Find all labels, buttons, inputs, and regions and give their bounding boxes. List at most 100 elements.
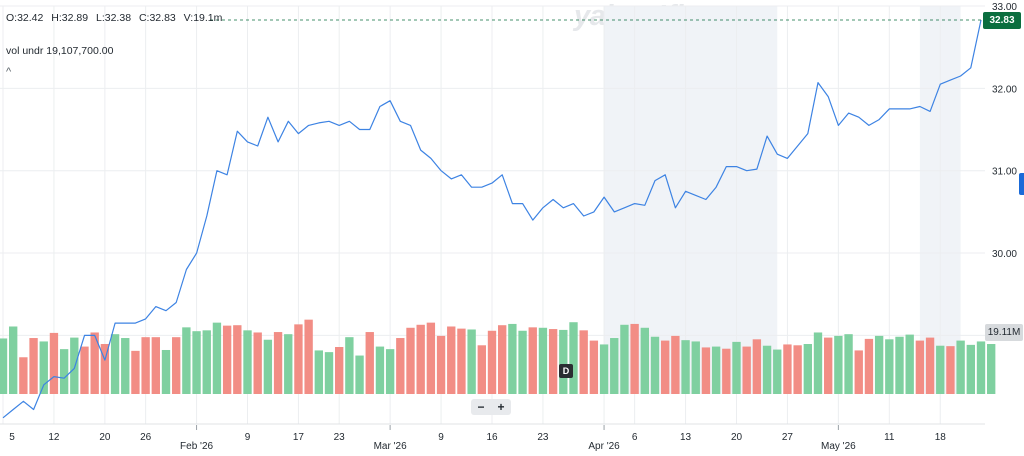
volume-bar (131, 350, 140, 394)
y-tick-label: 32.00 (992, 84, 1017, 95)
volume-bar (874, 335, 884, 394)
volume-bar (121, 338, 130, 394)
x-tick-label: Feb '26 (180, 441, 213, 452)
volume-bar (284, 334, 293, 394)
volume-bar (222, 325, 232, 394)
volume-bar (915, 340, 925, 394)
volume-bar (487, 330, 497, 394)
volume-bar (834, 335, 843, 394)
dividend-marker[interactable]: D (559, 364, 573, 378)
volume-bar (161, 349, 171, 394)
volume-bar (793, 345, 802, 394)
volume-bar (365, 332, 374, 394)
x-tick-label: 18 (935, 432, 947, 443)
volume-bar (864, 338, 874, 394)
last-volume-tag: 19.11M (985, 324, 1023, 341)
volume-bar (498, 325, 507, 394)
volume-bar (80, 346, 89, 394)
volume-value: V:19.1m (183, 12, 223, 24)
volume-bar (946, 346, 955, 394)
x-tick-label: 17 (293, 432, 305, 443)
volume-bar (569, 322, 578, 394)
volume-bar (243, 330, 252, 394)
volume-bar (182, 327, 191, 394)
volume-bar (467, 329, 476, 394)
price-line (2, 19, 982, 419)
x-tick-label: 27 (782, 432, 794, 443)
volume-bar (548, 329, 558, 394)
volume-bar (661, 340, 670, 394)
volume-bar (355, 355, 364, 394)
volume-bar (345, 337, 354, 394)
volume-bar (375, 346, 385, 394)
close-value: C:32.83 (138, 12, 176, 24)
volume-bar (671, 335, 680, 394)
volume-bar (640, 327, 649, 394)
volume-legend: vol undr 19,107,700.00 (6, 45, 114, 57)
volume-bar (630, 323, 639, 394)
volume-bar (773, 349, 782, 394)
volume-bar (742, 346, 751, 394)
volume-bar (172, 337, 181, 394)
volume-bar (263, 339, 273, 394)
volume-bar (610, 338, 619, 394)
volume-bar (385, 349, 395, 394)
volume-bar (477, 345, 486, 394)
volume-bar (253, 332, 262, 394)
x-tick-label: 6 (632, 432, 638, 443)
volume-bar (538, 327, 548, 394)
x-tick-label: 16 (486, 432, 498, 443)
x-tick-label: 9 (438, 432, 444, 443)
zoom-control: − + (471, 399, 511, 415)
volume-bar (681, 340, 690, 394)
volume-bar (844, 334, 853, 394)
volume-bar (19, 357, 28, 394)
volume-bar (824, 337, 833, 394)
low-value: L:32.38 (96, 12, 132, 24)
volume-bar (324, 352, 334, 394)
volume-bar (396, 338, 405, 394)
x-tick-label: Mar '26 (374, 441, 407, 452)
volume-bar (976, 341, 986, 394)
x-tick-label: 11 (884, 432, 895, 443)
volume-bar (9, 326, 18, 394)
volume-bar (39, 341, 48, 394)
volume-bar (304, 319, 313, 394)
volume-bar (783, 344, 792, 394)
volume-bar (752, 339, 762, 394)
volume-bar (518, 330, 527, 394)
volume-bar (426, 322, 436, 394)
zoom-out-button[interactable]: − (477, 400, 485, 414)
volume-bar (762, 345, 772, 394)
open-value: O:32.42 (6, 12, 44, 24)
volume-bar (141, 337, 150, 394)
collapse-caret-icon[interactable]: ^ (6, 66, 12, 78)
volume-bar (90, 332, 99, 394)
axis-drag-handle[interactable] (1019, 173, 1024, 195)
y-tick-label: 33.00 (992, 2, 1017, 13)
zoom-in-button[interactable]: + (497, 400, 505, 414)
volume-bar (936, 345, 945, 394)
volume-bar (49, 332, 59, 394)
volume-bar (447, 326, 456, 394)
volume-bar (691, 341, 700, 394)
x-tick-label: 23 (537, 432, 549, 443)
volume-bar (956, 340, 965, 394)
volume-bar (528, 327, 537, 394)
volume-bar (212, 322, 222, 394)
volume-bar (650, 336, 660, 394)
volume-bar (70, 337, 79, 394)
ohlc-readout: O:32.42 H:32.89 L:32.38 C:32.83 V:19.1m (6, 12, 227, 24)
x-tick-label: May '26 (821, 441, 856, 452)
volume-bar (273, 332, 283, 394)
volume-bar (579, 330, 588, 394)
volume-bar (508, 323, 517, 394)
x-tick-label: 20 (99, 432, 111, 443)
volume-bar (620, 324, 629, 394)
volume-bar (416, 324, 425, 394)
volume-bar (335, 347, 344, 394)
volume-bar (589, 340, 599, 394)
y-tick-label: 30.00 (992, 249, 1017, 260)
